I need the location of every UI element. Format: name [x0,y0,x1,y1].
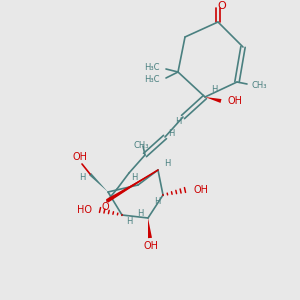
Polygon shape [148,218,152,238]
Text: H: H [175,118,181,127]
Polygon shape [205,97,221,103]
Text: H: H [211,85,217,94]
Text: O: O [218,1,226,11]
Text: OH: OH [193,185,208,195]
Text: OH: OH [143,241,158,251]
Text: H: H [154,197,160,206]
Text: CH₃: CH₃ [251,80,266,89]
Text: OH: OH [227,96,242,106]
Text: H: H [79,173,85,182]
Text: H: H [131,172,137,182]
Text: HO: HO [77,205,92,215]
Text: OH: OH [73,152,88,162]
Polygon shape [106,170,158,203]
Text: H₃C: H₃C [145,64,160,73]
Text: H: H [126,218,132,226]
Text: CH₃: CH₃ [133,140,149,149]
Text: H: H [164,160,170,169]
Text: O: O [101,202,109,212]
Text: H: H [137,209,143,218]
Text: H₃C: H₃C [145,76,160,85]
Text: H: H [168,128,174,137]
Polygon shape [89,173,108,192]
